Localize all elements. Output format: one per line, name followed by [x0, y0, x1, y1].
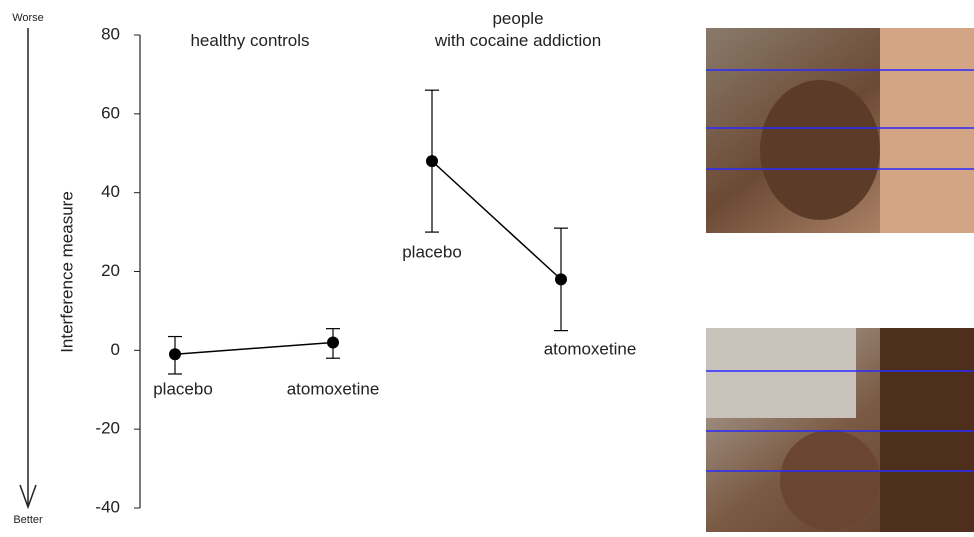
category-label: atomoxetine	[544, 339, 637, 358]
category-label: placebo	[402, 242, 462, 261]
y-tick-label: 40	[101, 182, 120, 201]
y-tick-label: 0	[111, 340, 120, 359]
arrow	[19, 28, 37, 510]
photo-bottom	[706, 328, 974, 532]
series-line	[174, 341, 334, 356]
annotation-worse: Worse	[12, 12, 44, 24]
point	[169, 348, 181, 361]
point	[555, 273, 567, 286]
y-tick-label: 60	[101, 103, 120, 122]
point	[327, 336, 339, 349]
series-title: healthy controls	[190, 31, 309, 50]
photo-top	[706, 28, 974, 233]
series-line	[431, 160, 562, 280]
category-label: placebo	[153, 379, 213, 398]
category-label: atomoxetine	[287, 379, 380, 398]
point	[426, 155, 438, 168]
y-tick-label: 80	[101, 24, 120, 43]
y-tick-label: -40	[95, 497, 120, 516]
annotation-better: Better	[13, 514, 43, 526]
series-title: people with cocaine addiction	[434, 9, 601, 50]
y-tick-label: 20	[101, 261, 120, 280]
y-axis-label: Interference measure	[57, 191, 76, 353]
y-tick-label: -20	[95, 419, 120, 438]
